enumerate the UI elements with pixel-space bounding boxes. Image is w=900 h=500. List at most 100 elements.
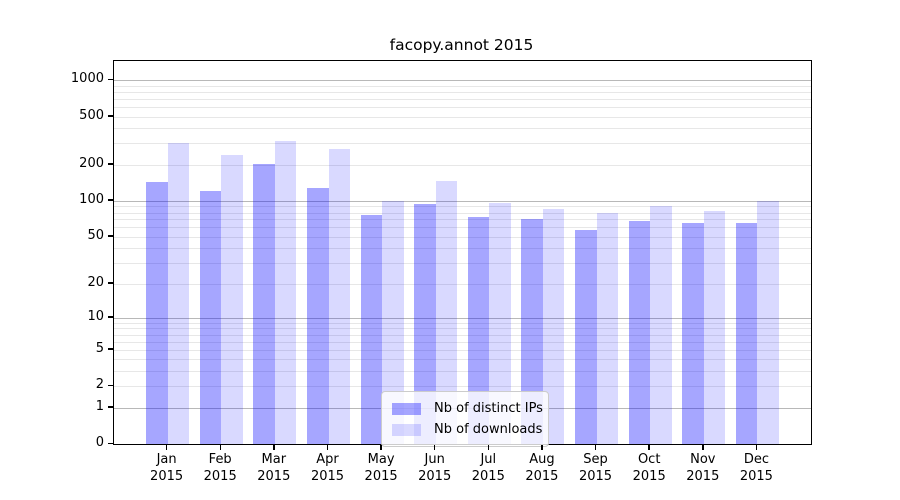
gridline-minor-8 [114, 328, 811, 330]
gridline-minor-30 [114, 263, 811, 265]
bar-nb-of-downloads-mar [274, 140, 297, 444]
x-tick-mark-mar [273, 444, 275, 450]
gridline-minor-400 [114, 128, 811, 130]
x-tick-label-apr: Apr 2015 [310, 452, 345, 484]
gridline-minor-500 [114, 116, 811, 118]
x-tick-label-mar: Mar 2015 [257, 452, 291, 484]
x-tick-mark-jan [165, 444, 168, 450]
gridline-minor-600 [114, 106, 811, 108]
y-tick-label-0: 0 [95, 435, 104, 450]
gridline-minor-200 [114, 164, 811, 166]
y-tick-mark-5 [108, 348, 113, 350]
bar-nb-of-distinct-ips-feb [199, 190, 222, 444]
bar-nb-of-downloads-jul [489, 203, 511, 444]
gridline-major-1000 [114, 80, 811, 81]
bar-nb-of-downloads-jun [435, 181, 458, 444]
gridline-minor-7 [114, 334, 811, 336]
bar-nb-of-downloads-feb [221, 155, 243, 444]
legend-label-distinct-ips: Nb of distinct IPs [434, 401, 543, 416]
bar-nb-of-distinct-ips-nov [682, 223, 704, 444]
x-tick-label-may: May 2015 [364, 452, 398, 484]
y-tick-label-5: 5 [95, 340, 104, 356]
bar-nb-of-distinct-ips-aug [521, 219, 543, 444]
y-tick-mark-200 [108, 163, 113, 165]
y-tick-label-100: 100 [79, 191, 104, 207]
bar-nb-of-downloads-sep [596, 213, 618, 444]
legend-swatch-downloads [392, 423, 421, 436]
x-tick-mark-aug [541, 444, 543, 450]
bar-nb-of-downloads-aug [542, 208, 565, 444]
bar-nb-of-downloads-jan [167, 142, 190, 444]
y-tick-label-1: 1 [95, 398, 104, 414]
y-tick-mark-100 [108, 199, 113, 201]
bar-nb-of-downloads-apr [328, 149, 350, 444]
y-tick-label-2: 2 [95, 377, 104, 393]
y-tick-mark-1 [108, 406, 113, 408]
y-tick-mark-500 [108, 115, 113, 117]
legend: Nb of distinct IPs Nb of downloads [381, 391, 549, 447]
gridline-minor-40 [114, 248, 811, 250]
gridline-minor-6 [114, 341, 811, 343]
x-tick-mark-feb [219, 444, 221, 450]
y-tick-mark-50 [108, 235, 113, 237]
x-tick-mark-apr [326, 444, 329, 450]
gridline-minor-4 [114, 359, 811, 361]
bar-nb-of-downloads-oct [650, 206, 672, 444]
bar-nb-of-distinct-ips-dec [735, 222, 758, 444]
y-tick-label-20: 20 [87, 274, 104, 290]
y-tick-mark-20 [108, 282, 113, 284]
x-tick-mark-may [380, 444, 382, 450]
x-tick-label-oct: Oct 2015 [632, 452, 666, 484]
gridline-minor-80 [114, 212, 811, 214]
bar-nb-of-distinct-ips-jan [146, 181, 168, 444]
legend-item-distinct-ips: Nb of distinct IPs [390, 398, 543, 419]
legend-item-downloads: Nb of downloads [390, 419, 543, 440]
x-tick-mark-dec [755, 444, 758, 450]
gridline-minor-90 [114, 206, 811, 208]
y-tick-label-50: 50 [87, 227, 104, 243]
gridline-minor-3 [114, 371, 811, 372]
x-tick-label-jul: Jul 2015 [471, 452, 505, 484]
y-tick-label-1000: 1000 [70, 71, 104, 86]
x-tick-mark-nov [702, 444, 704, 450]
legend-swatch-distinct-ips [392, 402, 421, 415]
gridline-major-100 [114, 200, 811, 202]
gridline-minor-300 [114, 143, 811, 145]
gridline-minor-20 [114, 283, 811, 285]
chart-title: facopy.annot 2015 [389, 36, 534, 54]
bar-nb-of-distinct-ips-jun [414, 203, 436, 444]
gridline-minor-800 [114, 91, 811, 93]
x-tick-label-feb: Feb 2015 [203, 452, 237, 484]
y-tick-mark-1000 [108, 78, 113, 80]
bar-nb-of-downloads-dec [757, 200, 779, 444]
y-tick-label-10: 10 [87, 308, 104, 324]
plot-area: Nb of distinct IPs Nb of downloads [113, 60, 812, 447]
gridline-minor-700 [114, 98, 811, 100]
y-tick-label-200: 200 [79, 155, 104, 171]
legend-label-downloads: Nb of downloads [434, 422, 543, 437]
bar-nb-of-downloads-nov [703, 210, 726, 444]
x-tick-mark-oct [648, 444, 650, 450]
x-tick-label-sep: Sep 2015 [578, 452, 613, 484]
gridline-minor-9 [114, 322, 811, 324]
gridline-minor-900 [114, 85, 811, 87]
y-tick-mark-0 [108, 442, 113, 444]
bar-nb-of-distinct-ips-sep [575, 230, 597, 444]
bar-nb-of-distinct-ips-jul [467, 217, 490, 444]
x-tick-label-jun: Jun 2015 [418, 452, 452, 484]
gridline-minor-5 [114, 349, 811, 351]
y-tick-mark-2 [108, 384, 113, 387]
bar-nb-of-distinct-ips-oct [628, 220, 651, 444]
bar-nb-of-distinct-ips-mar [253, 163, 275, 444]
bar-nb-of-downloads-may [382, 200, 404, 444]
gridline-major-10 [114, 317, 811, 319]
gridline-minor-60 [114, 227, 811, 229]
x-tick-mark-jun [433, 444, 436, 450]
bar-nb-of-distinct-ips-apr [307, 187, 329, 444]
bar-nb-of-distinct-ips-may [360, 214, 383, 444]
x-tick-mark-jul [487, 444, 490, 450]
gridline-minor-70 [114, 219, 811, 221]
x-tick-label-aug: Aug 2015 [525, 452, 559, 484]
x-tick-label-nov: Nov 2015 [686, 452, 720, 484]
